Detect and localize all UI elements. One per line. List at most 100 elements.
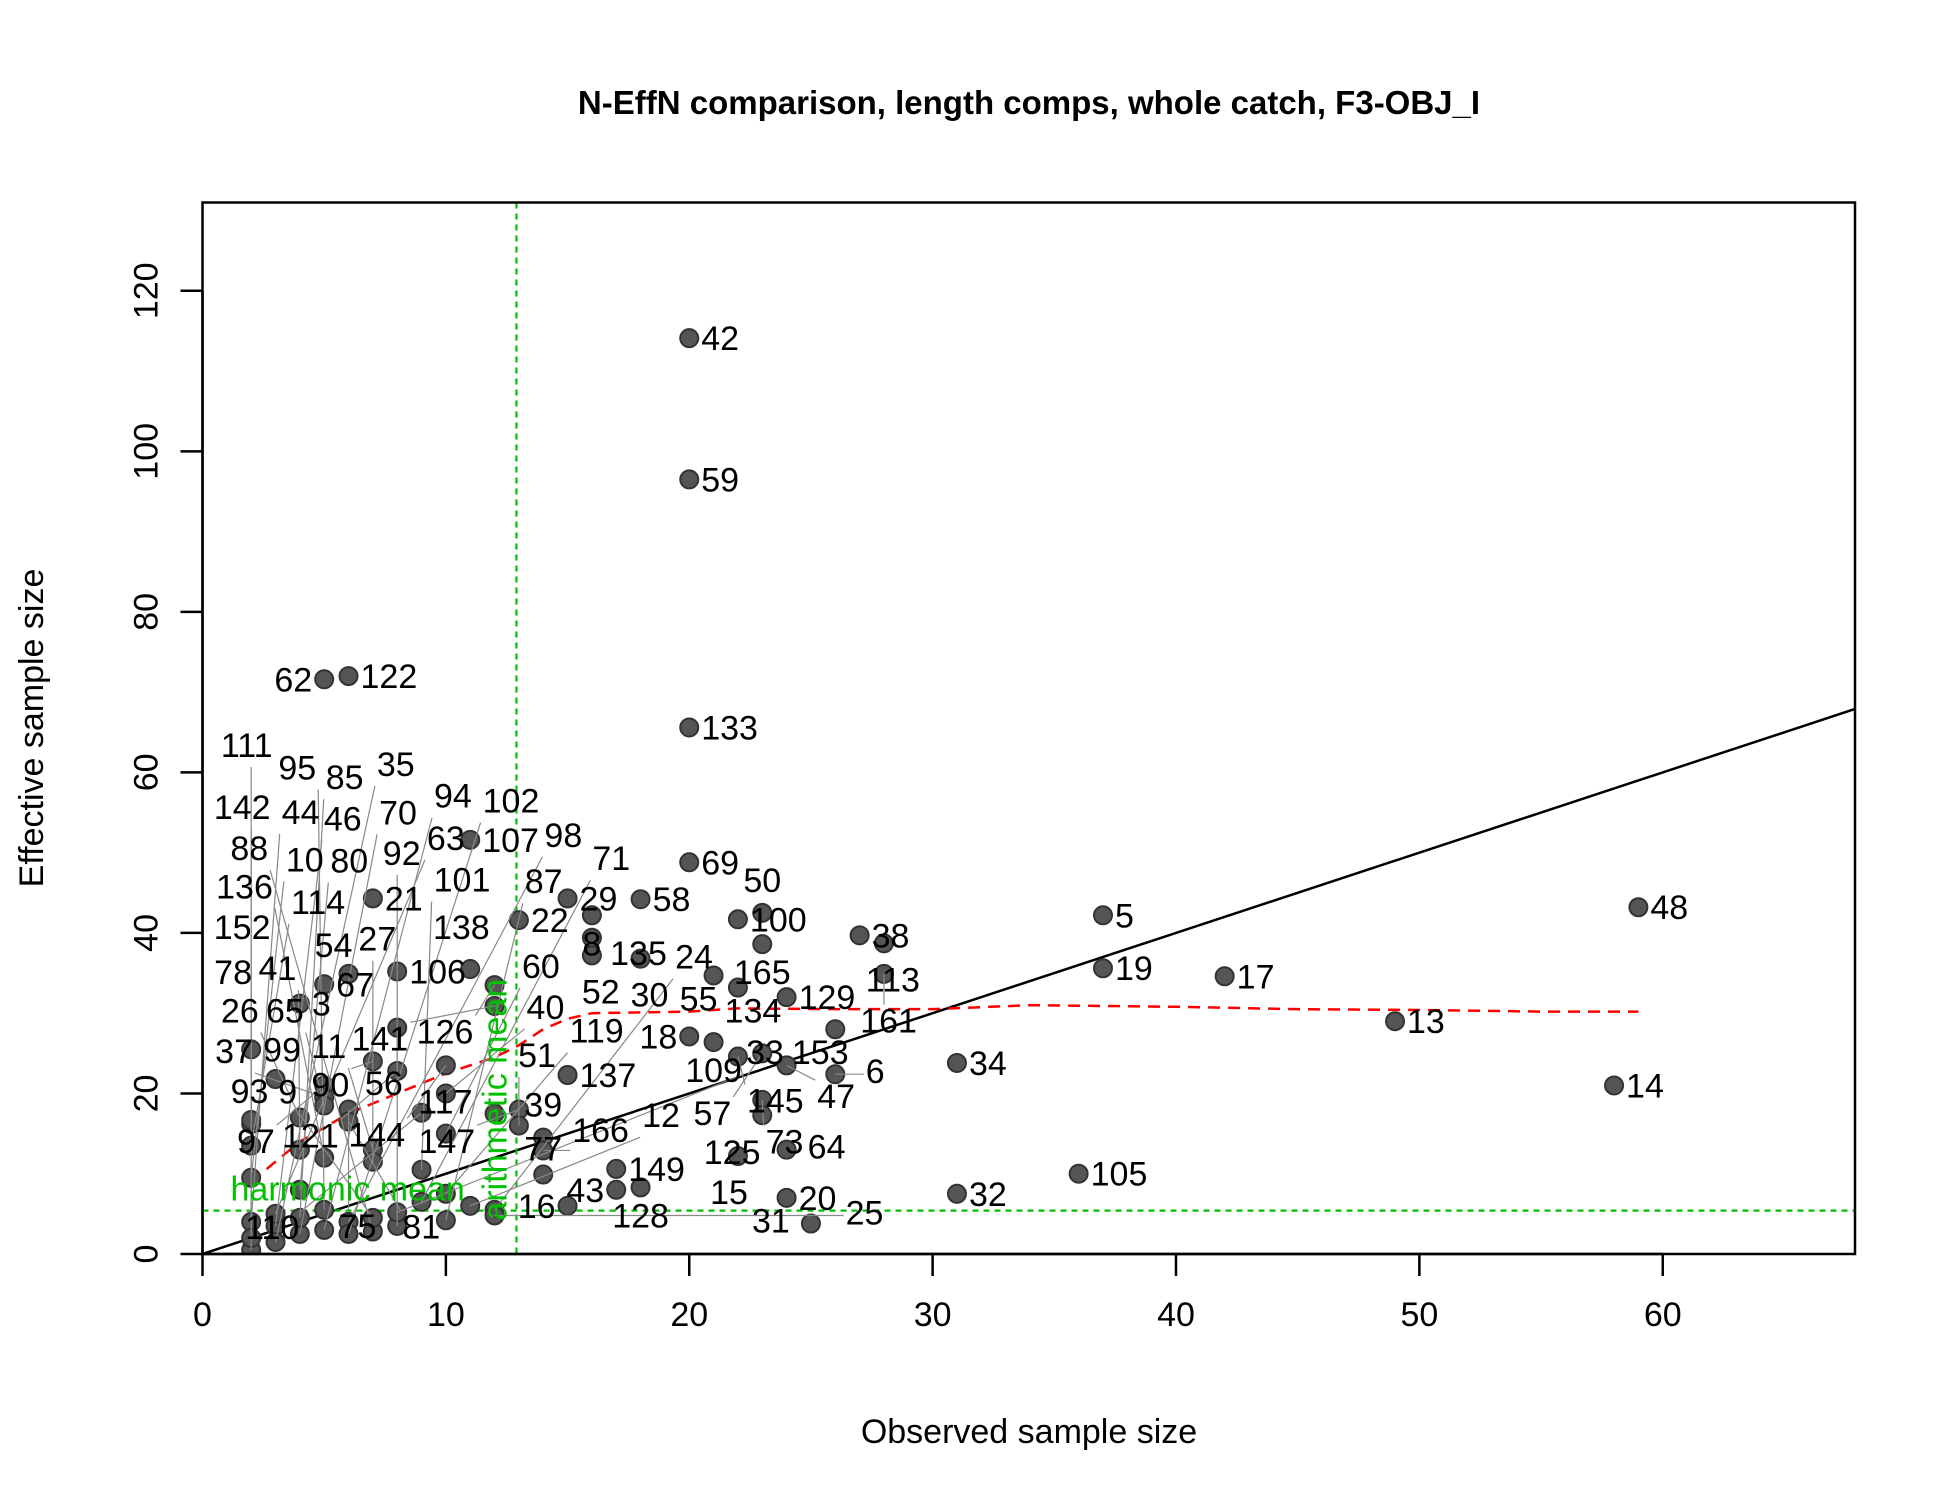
data-point <box>289 993 310 1014</box>
point-label: 107 <box>482 822 539 860</box>
y-tick-label: 80 <box>128 593 166 631</box>
point-label: 135 <box>610 935 667 973</box>
label-leader-line <box>297 990 301 1150</box>
point-label: 73 <box>766 1124 804 1162</box>
point-label: 105 <box>1091 1156 1148 1194</box>
label-leader-line <box>732 1052 763 1098</box>
point-label: 87 <box>525 863 563 901</box>
point-label: 27 <box>358 921 396 959</box>
point-label: 10 <box>286 841 324 879</box>
label-leader-line <box>420 901 433 1170</box>
point-label: 29 <box>580 880 618 918</box>
point-label: 109 <box>685 1052 742 1090</box>
label-leader-line <box>494 978 674 1211</box>
point-label: 136 <box>216 868 273 906</box>
data-point <box>849 925 870 946</box>
point-label: 47 <box>817 1078 855 1116</box>
point-label: 20 <box>799 1180 837 1218</box>
label-leader-line <box>445 987 521 1134</box>
point-label: 88 <box>230 830 268 868</box>
label-leader-line <box>348 1121 401 1211</box>
point-label: 18 <box>639 1018 677 1056</box>
point-label: 85 <box>326 759 364 797</box>
data-point <box>752 902 773 923</box>
label-leader-line <box>274 859 426 1215</box>
point-label: 70 <box>379 794 417 832</box>
point-label: 38 <box>872 917 910 955</box>
data-point <box>630 1177 651 1198</box>
data-point <box>557 1195 578 1216</box>
point-label: 133 <box>701 709 758 747</box>
point-label: 102 <box>483 783 540 821</box>
point-label: 153 <box>792 1034 849 1072</box>
arithmetic-mean-label: arithmetic mean <box>476 979 514 1221</box>
x-tick-label: 10 <box>427 1296 465 1334</box>
label-leader-line <box>305 1032 325 1106</box>
point-label: 37 <box>215 1033 253 1071</box>
data-point <box>557 1065 578 1086</box>
point-label: 94 <box>434 778 472 816</box>
point-label: 62 <box>274 661 312 699</box>
point-label: 12 <box>642 1097 680 1135</box>
y-tick-label: 100 <box>128 423 166 480</box>
data-point <box>946 1052 967 1073</box>
x-tick-label: 30 <box>914 1296 952 1334</box>
point-label: 24 <box>675 939 713 977</box>
point-label: 63 <box>427 820 465 858</box>
point-label: 75 <box>339 1208 377 1246</box>
data-point <box>679 1026 700 1047</box>
x-tick-label: 60 <box>1644 1296 1682 1334</box>
label-leader-line <box>298 1113 374 1219</box>
point-label: 137 <box>580 1057 637 1095</box>
point-label: 77 <box>524 1131 562 1169</box>
point-label: 17 <box>1237 958 1275 996</box>
point-label: 30 <box>631 977 669 1015</box>
point-label: 64 <box>808 1129 846 1167</box>
point-label: 22 <box>531 902 569 940</box>
point-label: 31 <box>752 1202 790 1240</box>
label-leader-line <box>347 822 482 1235</box>
y-tick-label: 40 <box>128 914 166 952</box>
point-label: 40 <box>527 989 565 1027</box>
y-axis-title: Effective sample size <box>13 569 51 888</box>
point-label: 67 <box>336 966 374 1004</box>
point-label: 59 <box>701 461 739 499</box>
data-point <box>727 1146 748 1167</box>
point-label: 5 <box>1115 897 1134 935</box>
point-label: 100 <box>750 901 807 939</box>
label-leader-line <box>421 879 591 1203</box>
data-point <box>679 469 700 490</box>
data-point <box>703 1032 724 1053</box>
data-point <box>1604 1075 1625 1096</box>
point-label: 9 <box>278 1073 297 1111</box>
point-label: 142 <box>214 789 271 827</box>
point-label: 106 <box>409 953 466 991</box>
point-label: 11 <box>311 1028 346 1066</box>
point-label: 101 <box>434 862 491 900</box>
point-label: 43 <box>566 1172 604 1210</box>
point-label: 13 <box>1407 1003 1445 1041</box>
data-point <box>776 1187 797 1208</box>
point-label: 44 <box>282 794 320 832</box>
label-leader-line <box>250 881 285 1178</box>
x-tick-label: 40 <box>1157 1296 1195 1334</box>
label-leader-line <box>323 817 433 1231</box>
point-label: 147 <box>418 1123 475 1161</box>
label-leader-line <box>396 1073 745 1213</box>
x-tick-label: 0 <box>193 1296 212 1334</box>
point-label: 48 <box>1650 889 1688 927</box>
point-label: 41 <box>259 950 297 988</box>
point-label: 122 <box>361 658 418 696</box>
point-label: 144 <box>348 1117 405 1155</box>
point-label: 129 <box>799 979 856 1017</box>
data-point <box>1385 1011 1406 1032</box>
point-label: 39 <box>524 1087 562 1125</box>
data-point <box>606 1179 627 1200</box>
data-point <box>1068 1163 1089 1184</box>
point-label: 25 <box>846 1194 884 1232</box>
label-leaders <box>250 766 885 1250</box>
label-leader-line <box>351 1060 374 1070</box>
point-label: 93 <box>231 1073 269 1111</box>
label-leader-line <box>476 1108 520 1126</box>
data-point <box>727 977 748 998</box>
